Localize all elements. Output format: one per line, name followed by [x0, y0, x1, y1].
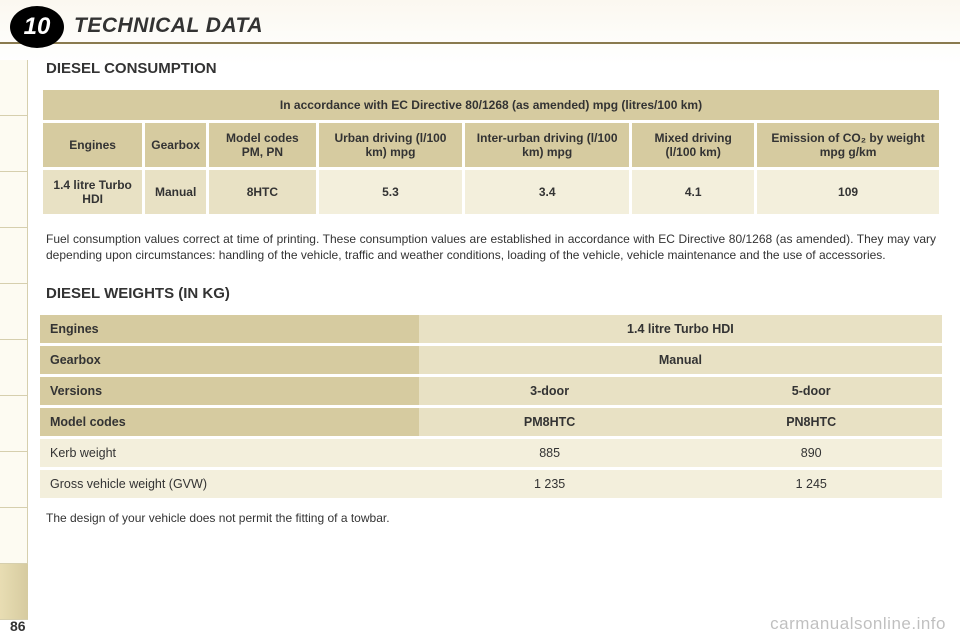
col-interurban: Inter-urban driving (l/100 km) mpg: [465, 123, 629, 167]
towbar-note: The design of your vehicle does not perm…: [46, 511, 942, 525]
table-row: 1.4 litre Turbo HDI Manual 8HTC 5.3 3.4 …: [43, 170, 939, 214]
col-mixed: Mixed driving (l/100 km): [632, 123, 754, 167]
row-value: 885: [419, 439, 681, 467]
weights-table: Engines 1.4 litre Turbo HDI Gearbox Manu…: [40, 312, 942, 501]
row-value: PM8HTC: [419, 408, 681, 436]
row-value: 1 235: [419, 470, 681, 498]
row-label: Gearbox: [40, 346, 419, 374]
table-row: Versions 3-door 5-door: [40, 377, 942, 405]
side-tab: [0, 508, 28, 564]
row-label: Engines: [40, 315, 419, 343]
table-row: Kerb weight 885 890: [40, 439, 942, 467]
chapter-number: 10: [24, 13, 51, 41]
table-row: Gross vehicle weight (GVW) 1 235 1 245: [40, 470, 942, 498]
side-tab: [0, 452, 28, 508]
cell-co2: 109: [757, 170, 939, 214]
cell-interurban: 3.4: [465, 170, 629, 214]
row-value: 1.4 litre Turbo HDI: [419, 315, 942, 343]
row-value: PN8HTC: [680, 408, 942, 436]
side-tabs: [0, 60, 28, 620]
consumption-note: Fuel consumption values correct at time …: [46, 231, 936, 263]
col-model-codes: Model codes PM, PN: [209, 123, 316, 167]
side-tab: [0, 284, 28, 340]
row-value: Manual: [419, 346, 942, 374]
chapter-title: TECHNICAL DATA: [74, 14, 263, 38]
side-tab-active: [0, 564, 28, 620]
table-banner: In accordance with EC Directive 80/1268 …: [43, 90, 939, 120]
table-row: Model codes PM8HTC PN8HTC: [40, 408, 942, 436]
header-bar: TECHNICAL DATA: [0, 6, 960, 44]
side-tab: [0, 60, 28, 116]
cell-mixed: 4.1: [632, 170, 754, 214]
section-diesel-consumption: DIESEL CONSUMPTION: [46, 60, 942, 77]
side-tab: [0, 340, 28, 396]
side-tab: [0, 228, 28, 284]
manual-page: TECHNICAL DATA 10 DIESEL CONSUMPTION In …: [0, 0, 960, 640]
row-label: Model codes: [40, 408, 419, 436]
col-co2: Emission of CO₂ by weight mpg g/km: [757, 123, 939, 167]
chapter-badge: 10: [10, 6, 64, 48]
row-label: Versions: [40, 377, 419, 405]
table-row: Gearbox Manual: [40, 346, 942, 374]
cell-engine: 1.4 litre Turbo HDI: [43, 170, 142, 214]
side-tab: [0, 396, 28, 452]
cell-model-code: 8HTC: [209, 170, 316, 214]
page-number: 86: [10, 618, 26, 634]
row-value: 3-door: [419, 377, 681, 405]
row-value: 1 245: [680, 470, 942, 498]
watermark: carmanualsonline.info: [770, 614, 946, 634]
consumption-table: In accordance with EC Directive 80/1268 …: [40, 87, 942, 217]
col-engines: Engines: [43, 123, 142, 167]
row-value: 5-door: [680, 377, 942, 405]
col-gearbox: Gearbox: [145, 123, 206, 167]
cell-gearbox: Manual: [145, 170, 206, 214]
side-tab: [0, 116, 28, 172]
table-row: Engines 1.4 litre Turbo HDI: [40, 315, 942, 343]
row-label: Kerb weight: [40, 439, 419, 467]
cell-urban: 5.3: [319, 170, 462, 214]
page-content: DIESEL CONSUMPTION In accordance with EC…: [40, 56, 942, 630]
section-diesel-weights: DIESEL WEIGHTS (IN KG): [46, 285, 942, 302]
col-urban: Urban driving (l/100 km) mpg: [319, 123, 462, 167]
row-value: 890: [680, 439, 942, 467]
side-tab: [0, 172, 28, 228]
row-label: Gross vehicle weight (GVW): [40, 470, 419, 498]
